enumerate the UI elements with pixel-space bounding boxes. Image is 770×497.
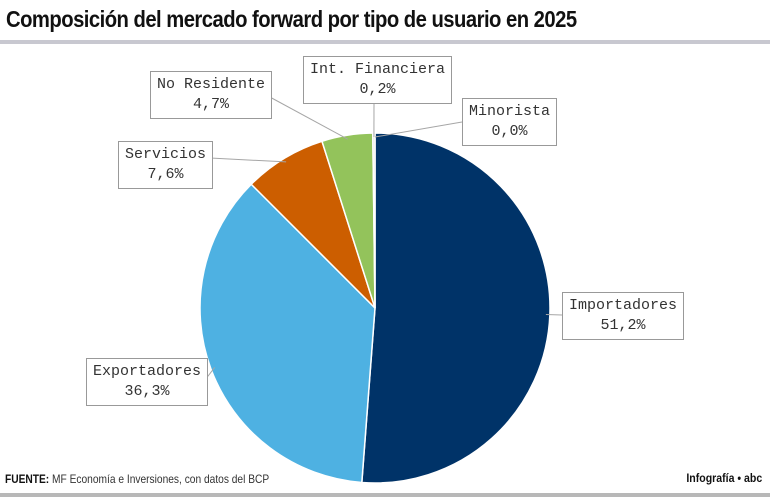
slice-name: Exportadores [93, 363, 202, 380]
slice-value: 4,7% [193, 96, 230, 113]
bottom-divider [0, 493, 770, 497]
source-note: FUENTE: MF Economía e Inversiones, con d… [5, 472, 269, 486]
source-text: MF Economía e Inversiones, con datos del… [52, 472, 270, 486]
slice-name: Minorista [469, 103, 551, 120]
credit: Infografía • abc [686, 471, 762, 485]
leader-line [267, 95, 348, 140]
slice-value: 36,3% [124, 383, 170, 400]
slice-value: 7,6% [147, 166, 184, 183]
slice-name: Servicios [125, 146, 207, 163]
data-label: Importadores 51,2% [562, 292, 685, 340]
source-label: FUENTE: [5, 472, 50, 486]
data-label: Servicios 7,6% [118, 141, 214, 189]
slice-name: Int. Financiera [310, 61, 446, 78]
pie-slice-importadores [361, 132, 551, 484]
leader-line [209, 157, 287, 163]
data-label: No Residente 4,7% [150, 71, 273, 119]
slice-name: Importadores [569, 297, 678, 314]
leader-line [374, 121, 463, 138]
slice-value: 51,2% [600, 317, 646, 334]
slice-value: 0,2% [359, 81, 396, 98]
leader-line [545, 313, 563, 316]
pie-slice-exportadores [199, 183, 376, 484]
slice-value: 0,0% [491, 123, 528, 140]
data-label: Int. Financiera 0,2% [303, 56, 453, 104]
slice-name: No Residente [157, 76, 266, 93]
title-divider [0, 40, 770, 44]
chart-title: Composición del mercado forward por tipo… [6, 6, 577, 32]
data-label: Minorista 0,0% [462, 98, 558, 146]
data-label: Exportadores 36,3% [86, 358, 209, 406]
